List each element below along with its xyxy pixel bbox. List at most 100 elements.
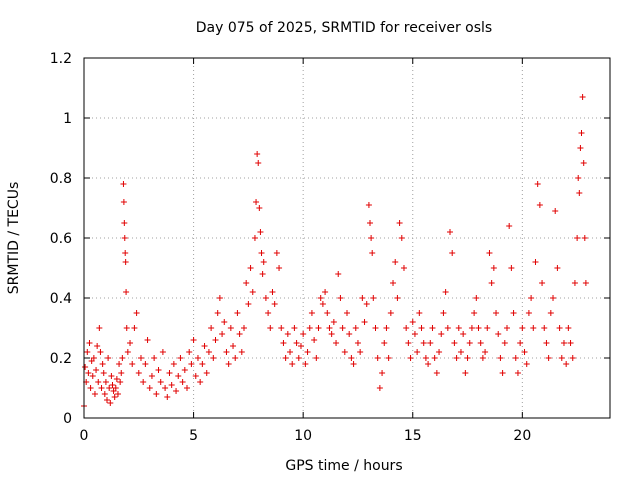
data-point [82, 364, 89, 370]
data-point [530, 325, 537, 331]
data-point [468, 325, 475, 331]
data-point [369, 250, 376, 256]
data-point [89, 373, 96, 379]
data-point [400, 265, 407, 271]
data-point [493, 310, 500, 316]
data-point [265, 310, 272, 316]
data-point [112, 385, 119, 391]
data-point [216, 295, 223, 301]
data-point [322, 289, 329, 295]
data-point [85, 370, 92, 376]
data-point [210, 355, 217, 361]
data-point [409, 319, 416, 325]
data-point [93, 367, 100, 373]
data-point [422, 355, 429, 361]
data-point [257, 229, 264, 235]
data-point [501, 340, 508, 346]
data-point [545, 355, 552, 361]
x-tick-label: 5 [189, 428, 198, 444]
y-tick-label: 0.4 [50, 291, 72, 307]
data-point [536, 202, 543, 208]
data-point [508, 265, 515, 271]
data-point [118, 370, 125, 376]
data-point [123, 289, 130, 295]
data-point [287, 349, 294, 355]
data-point [560, 340, 567, 346]
y-tick-label: 1 [63, 111, 72, 127]
data-point [212, 337, 219, 343]
data-point [284, 331, 291, 337]
data-point [159, 349, 166, 355]
data-point [464, 355, 471, 361]
data-point [579, 94, 586, 100]
data-point [121, 235, 128, 241]
data-point [381, 340, 388, 346]
data-point [580, 160, 587, 166]
data-point [506, 223, 513, 229]
data-point [473, 295, 480, 301]
data-point [495, 331, 502, 337]
data-point [357, 349, 364, 355]
data-point [407, 355, 414, 361]
data-point [181, 367, 188, 373]
data-point [514, 370, 521, 376]
data-point [365, 202, 372, 208]
data-point [346, 331, 353, 337]
data-point [203, 370, 210, 376]
data-point [337, 295, 344, 301]
data-point [148, 373, 155, 379]
data-point [262, 295, 269, 301]
data-point [111, 394, 118, 400]
data-point [471, 310, 478, 316]
data-point [523, 361, 530, 367]
data-point [113, 376, 120, 382]
data-point [232, 355, 239, 361]
data-point [302, 361, 309, 367]
data-point [455, 325, 462, 331]
data-point [214, 310, 221, 316]
data-point [539, 280, 546, 286]
data-point [372, 325, 379, 331]
data-point [293, 340, 300, 346]
data-point [414, 349, 421, 355]
data-point [87, 385, 94, 391]
data-point [197, 379, 204, 385]
data-point [205, 349, 212, 355]
data-point [173, 388, 180, 394]
data-point [532, 259, 539, 265]
data-point [273, 250, 280, 256]
data-point [184, 385, 191, 391]
data-point [101, 391, 108, 397]
data-point [311, 337, 318, 343]
data-point [438, 331, 445, 337]
data-points [81, 94, 589, 409]
data-point [394, 295, 401, 301]
data-point [528, 295, 535, 301]
data-point [576, 190, 583, 196]
data-point [117, 379, 124, 385]
data-point [221, 319, 228, 325]
data-point [129, 361, 136, 367]
data-point [280, 340, 287, 346]
data-point [291, 325, 298, 331]
data-point [503, 325, 510, 331]
data-point [556, 325, 563, 331]
data-point [114, 391, 121, 397]
data-point [192, 373, 199, 379]
data-point [186, 349, 193, 355]
data-point [398, 235, 405, 241]
data-point [243, 280, 250, 286]
data-point [420, 340, 427, 346]
data-point [99, 361, 106, 367]
data-point [335, 271, 342, 277]
data-point [367, 220, 374, 226]
data-point [227, 325, 234, 331]
data-point [374, 355, 381, 361]
data-point [313, 355, 320, 361]
data-point [558, 355, 565, 361]
data-point [510, 310, 517, 316]
data-point [387, 310, 394, 316]
data-point [569, 355, 576, 361]
data-point [188, 361, 195, 367]
data-point [390, 280, 397, 286]
